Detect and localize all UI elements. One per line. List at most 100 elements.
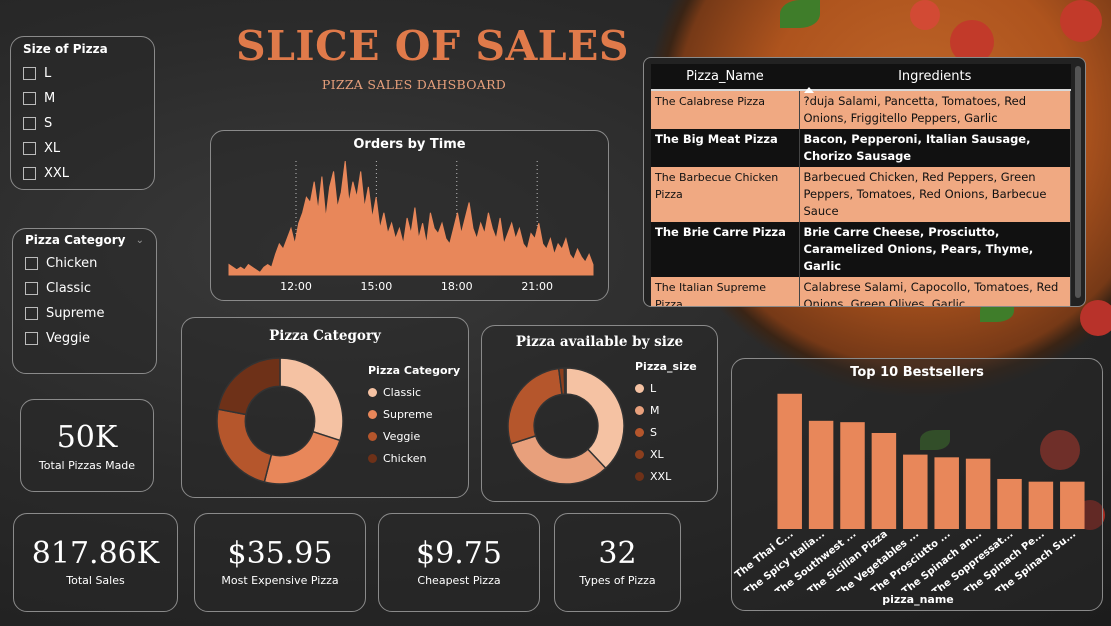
bestsellers-x-axis-label: pizza_name bbox=[882, 593, 954, 606]
donut-slice-classic[interactable] bbox=[279, 357, 344, 442]
kpi-total-sales: 817.86K Total Sales bbox=[13, 513, 178, 612]
donut-slice-supreme[interactable] bbox=[263, 430, 341, 485]
pizza-size-donut bbox=[507, 367, 625, 485]
legend-item-xxl[interactable]: XXL bbox=[635, 465, 697, 487]
legend-dot bbox=[368, 431, 377, 441]
table-row[interactable]: The Italian Supreme Pizza Calabrese Salam… bbox=[651, 277, 1071, 306]
legend-label: S bbox=[650, 425, 657, 439]
legend-item-veggie[interactable]: Veggie bbox=[368, 425, 460, 447]
legend-dot bbox=[635, 449, 644, 459]
time-tick-label: 15:00 bbox=[361, 280, 393, 293]
time-tick-label: 18:00 bbox=[441, 280, 473, 293]
ingredients-cell: Calabrese Salami, Capocollo, Tomatoes, R… bbox=[799, 277, 1071, 306]
donut-slice-l[interactable] bbox=[565, 367, 625, 470]
size-option-xxl[interactable]: XXL bbox=[23, 161, 142, 186]
bestseller-bar[interactable] bbox=[997, 478, 1022, 529]
kpi-total-pizzas-label: Total Pizzas Made bbox=[38, 459, 136, 472]
donut-slice-chicken[interactable] bbox=[217, 357, 281, 416]
dashboard-title: SLICE OF SALES bbox=[236, 22, 629, 70]
pizza-name-cell: The Barbecue Chicken Pizza bbox=[651, 167, 800, 222]
legend-dot bbox=[368, 387, 377, 397]
orders-by-time-title: Orders by Time bbox=[353, 137, 466, 152]
legend-dot bbox=[635, 471, 644, 481]
bestseller-bar[interactable] bbox=[903, 454, 928, 529]
bestseller-bar[interactable] bbox=[934, 457, 959, 529]
ingredients-table-container: Pizza_Name Ingredients The Calabrese Piz… bbox=[643, 57, 1086, 307]
ingredients-cell: Barbecued Chicken, Red Peppers, Green Pe… bbox=[799, 167, 1071, 222]
top-bestsellers-title: Top 10 Bestsellers bbox=[850, 365, 984, 380]
donut-slice-m[interactable] bbox=[509, 434, 607, 485]
top-bestsellers-card: Top 10 Bestsellers The Thai C... The Spic… bbox=[731, 358, 1103, 611]
size-option-l[interactable]: L bbox=[23, 61, 142, 86]
size-option-m[interactable]: M bbox=[23, 86, 142, 111]
bestseller-bar[interactable] bbox=[777, 393, 802, 529]
size-option-s[interactable]: S bbox=[23, 111, 142, 136]
size-checkbox[interactable] bbox=[23, 117, 36, 130]
donut-slice-s[interactable] bbox=[507, 367, 563, 445]
legend-dot bbox=[635, 427, 644, 437]
bestseller-bar[interactable] bbox=[808, 420, 834, 529]
category-checkbox[interactable] bbox=[25, 257, 38, 270]
table-row[interactable]: The Calabrese Pizza ?duja Salami, Pancett… bbox=[651, 90, 1071, 129]
size-slicer: Size of Pizza L M S XL XXL bbox=[10, 36, 155, 190]
category-option-classic[interactable]: Classic bbox=[25, 276, 144, 301]
size-option-label: L bbox=[44, 66, 52, 81]
category-checkbox[interactable] bbox=[25, 332, 38, 345]
size-checkbox[interactable] bbox=[23, 142, 36, 155]
orders-by-time-chart: 12:00 15:00 18:00 21:00 bbox=[228, 160, 594, 293]
category-option-veggie[interactable]: Veggie bbox=[25, 326, 144, 351]
column-header-ingredients[interactable]: Ingredients bbox=[799, 64, 1071, 91]
legend-label: Classic bbox=[383, 385, 422, 399]
legend-dot bbox=[368, 409, 377, 419]
bestseller-bar[interactable] bbox=[965, 458, 991, 529]
table-row[interactable]: The Big Meat Pizza Bacon, Pepperoni, Ital… bbox=[651, 129, 1071, 167]
kpi-types-value: 32 bbox=[598, 536, 637, 571]
table-row[interactable]: The Barbecue Chicken Pizza Barbecued Chic… bbox=[651, 167, 1071, 222]
pizza-name-cell: The Italian Supreme Pizza bbox=[651, 277, 800, 306]
donut-slice-xxl[interactable] bbox=[563, 367, 567, 395]
pizza-name-cell: The Calabrese Pizza bbox=[651, 90, 800, 129]
bestseller-bar[interactable] bbox=[1028, 481, 1054, 529]
pizza-name-cell: The Big Meat Pizza bbox=[651, 129, 800, 167]
kpi-total-sales-value: 817.86K bbox=[31, 536, 160, 571]
size-checkbox[interactable] bbox=[23, 92, 36, 105]
donut-slice-veggie[interactable] bbox=[216, 408, 273, 483]
legend-dot bbox=[368, 453, 377, 463]
category-option-supreme[interactable]: Supreme bbox=[25, 301, 144, 326]
kpi-most-expensive-label: Most Expensive Pizza bbox=[221, 574, 339, 587]
legend-label: XXL bbox=[650, 469, 672, 483]
legend-item-s[interactable]: S bbox=[635, 421, 697, 443]
legend-item-classic[interactable]: Classic bbox=[368, 381, 460, 403]
bestseller-bar[interactable] bbox=[1060, 481, 1085, 529]
legend-item-xl[interactable]: XL bbox=[635, 443, 697, 465]
size-checkbox[interactable] bbox=[23, 67, 36, 80]
category-checkbox[interactable] bbox=[25, 307, 38, 320]
size-checkbox[interactable] bbox=[23, 167, 36, 180]
chevron-down-icon[interactable]: ⌄ bbox=[135, 234, 144, 246]
bestseller-bar[interactable] bbox=[871, 432, 897, 529]
size-slicer-title: Size of Pizza bbox=[23, 42, 108, 56]
category-legend-title: Pizza Category bbox=[368, 364, 461, 377]
kpi-most-expensive: $35.95 Most Expensive Pizza bbox=[194, 513, 366, 612]
size-option-label: XXL bbox=[44, 166, 70, 181]
size-option-xl[interactable]: XL bbox=[23, 136, 142, 161]
kpi-total-pizzas: 50K Total Pizzas Made bbox=[20, 399, 154, 492]
category-option-chicken[interactable]: Chicken bbox=[25, 251, 144, 276]
legend-item-chicken[interactable]: Chicken bbox=[368, 447, 460, 469]
category-checkbox[interactable] bbox=[25, 282, 38, 295]
kpi-types: 32 Types of Pizza bbox=[554, 513, 681, 612]
legend-item-m[interactable]: M bbox=[635, 399, 697, 421]
table-row[interactable]: The Brie Carre Pizza Brie Carre Cheese, P… bbox=[651, 222, 1071, 277]
legend-item-supreme[interactable]: Supreme bbox=[368, 403, 460, 425]
dashboard-subtitle: PIZZA SALES DAHSBOARD bbox=[321, 77, 507, 92]
legend-label: M bbox=[650, 403, 660, 417]
legend-item-l[interactable]: L bbox=[635, 377, 697, 399]
table-scrollbar[interactable] bbox=[1075, 66, 1081, 298]
category-option-label: Chicken bbox=[46, 256, 98, 271]
legend-dot bbox=[635, 405, 644, 415]
column-header-pizza-name[interactable]: Pizza_Name bbox=[651, 64, 799, 91]
kpi-cheapest-value: $9.75 bbox=[416, 536, 502, 571]
kpi-types-label: Types of Pizza bbox=[579, 574, 656, 587]
bestseller-bar[interactable] bbox=[840, 422, 865, 529]
ingredients-cell: ?duja Salami, Pancetta, Tomatoes, Red On… bbox=[799, 90, 1071, 129]
